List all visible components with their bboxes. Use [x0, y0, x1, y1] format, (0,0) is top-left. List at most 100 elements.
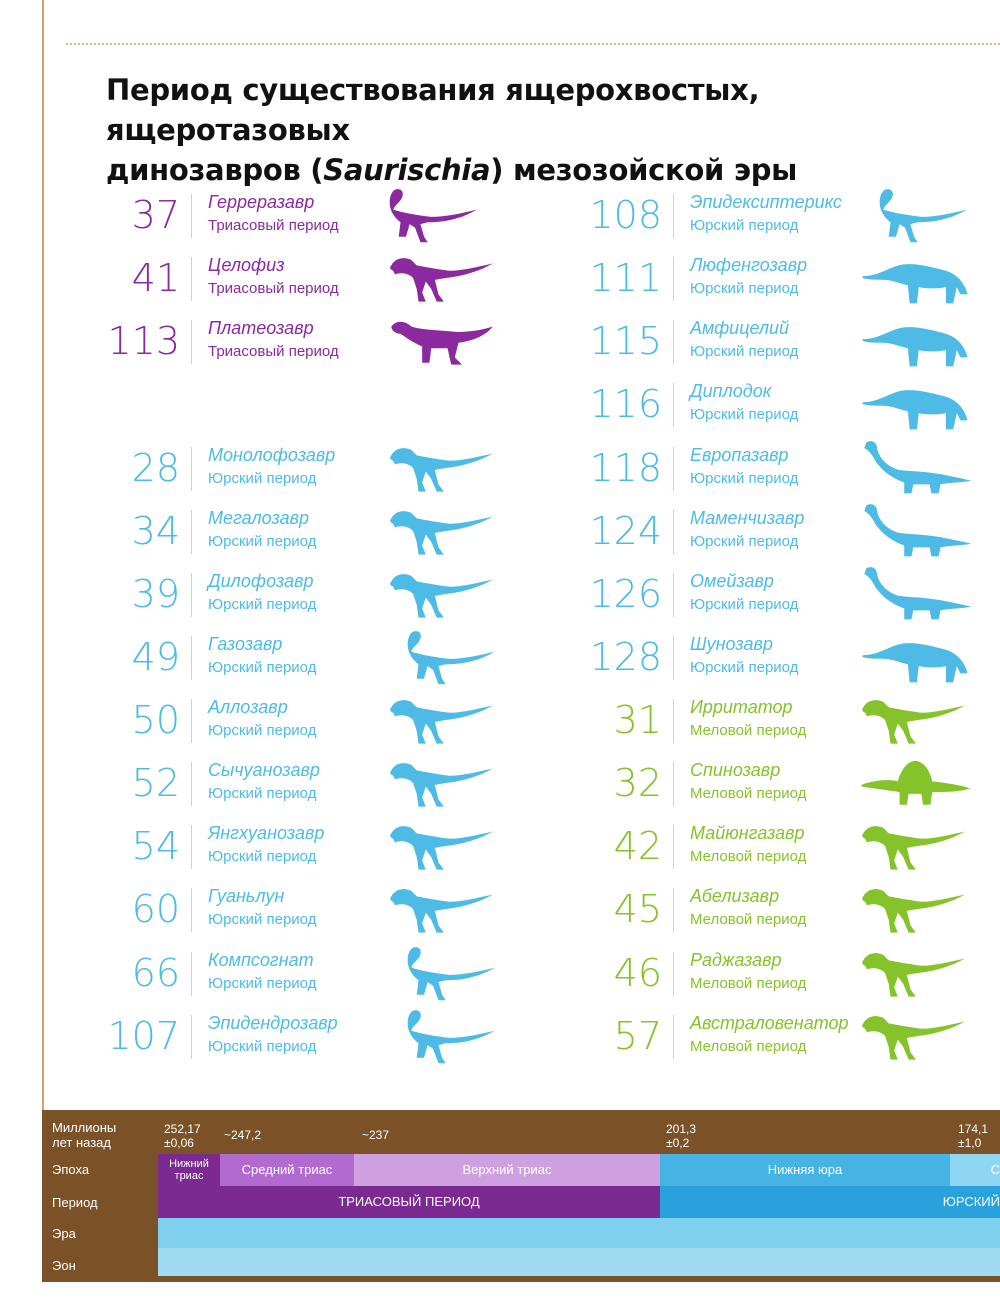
dinosaur-name: Маменчизавр — [690, 508, 805, 528]
silhouette-shape — [862, 327, 968, 367]
period-label: Меловой период — [690, 785, 807, 802]
mya-label: Миллионы лет назад — [52, 1120, 117, 1150]
dinosaur-number: 113 — [107, 319, 180, 363]
tick-237: ~237 — [362, 1128, 390, 1142]
dinosaur-number: 37 — [131, 193, 180, 237]
period-label: Юрский период — [690, 217, 799, 234]
period-label: Юрский период — [208, 470, 317, 487]
period-label: Юрский период — [208, 911, 317, 928]
dinosaur-number: 108 — [589, 193, 662, 237]
period-label: Юрский период — [690, 596, 799, 613]
period-label: Меловой период — [690, 1038, 807, 1055]
dinosaur-entry: 60 Гуаньлун Юрский период — [0, 880, 1000, 938]
period-label: Юрский период — [208, 1038, 317, 1055]
separator-line — [191, 447, 192, 491]
dinosaur-silhouette-icon — [862, 264, 968, 304]
period-label: Меловой период — [690, 975, 807, 992]
dinosaur-number: 111 — [589, 256, 662, 300]
period-label: Юрский период — [208, 975, 317, 992]
period-label: Юрский период — [690, 470, 799, 487]
silhouette-shape — [879, 189, 967, 243]
period-label: Период — [52, 1195, 98, 1210]
silhouette-shape — [390, 511, 493, 555]
dinosaur-name: Целофиз — [208, 255, 285, 275]
silhouette-shape — [407, 947, 495, 1001]
dinosaur-entry: 116 Диплодок Юрский период — [0, 375, 1000, 433]
dinosaur-entry: 54 Янгхуанозавр Юрский период — [0, 817, 1000, 875]
dinosaur-number: 107 — [107, 1014, 180, 1058]
separator-line — [191, 257, 192, 301]
period-label: Триасовый период — [208, 343, 339, 360]
dinosaur-silhouette-icon — [407, 947, 495, 1001]
dinosaur-entry: 128 Шунозавр Юрский период — [0, 628, 1000, 686]
period-label: Юрский период — [208, 596, 317, 613]
dinosaur-entry: 42 Майюнгазавр Меловой период — [0, 817, 1000, 875]
dinosaur-name: Диплодок — [690, 381, 772, 401]
period-triassic: ТРИАСОВЫЙ ПЕРИОД — [158, 1186, 660, 1218]
dinosaur-number: 115 — [589, 319, 662, 363]
eon-phanerozoic-bar — [158, 1248, 1000, 1276]
dinosaur-silhouette-icon — [407, 1010, 495, 1064]
separator-line — [673, 447, 674, 491]
dinosaur-entry: 50 Аллозавр Юрский период — [0, 691, 1000, 749]
page-title: Период существования ящерохвостых, ящеро… — [106, 70, 986, 190]
separator-line — [673, 257, 674, 301]
separator-line — [191, 952, 192, 996]
separator-line — [191, 510, 192, 554]
silhouette-shape — [861, 761, 971, 805]
dinosaur-entry: 107 Эпидендрозавр Юрский период — [0, 1007, 1000, 1065]
silhouette-shape — [862, 1016, 965, 1060]
silhouette-shape — [862, 643, 968, 683]
period-label: Юрский период — [208, 785, 317, 802]
dinosaur-name: Раджазавр — [690, 950, 782, 970]
dinosaur-name: Эпидексиптерикс — [690, 192, 842, 212]
period-label: Юрский период — [690, 280, 799, 297]
dinosaur-silhouette-icon — [862, 1016, 965, 1060]
dinosaur-name: Герреразавр — [208, 192, 315, 212]
separator-line — [673, 194, 674, 238]
dinosaur-silhouette-icon — [864, 504, 972, 557]
era-label: Эра — [52, 1226, 76, 1241]
tick-201: 201,3 ±0,2 — [666, 1122, 697, 1150]
dinosaur-silhouette-icon — [391, 321, 493, 365]
separator-line — [191, 699, 192, 743]
tick-252: 252,17 ±0,06 — [164, 1122, 201, 1150]
dinosaur-name: Мегалозавр — [208, 508, 310, 528]
period-jurassic: ЮРСКИЙ — [660, 1186, 1000, 1218]
dinosaur-silhouette-icon — [862, 327, 968, 367]
dinosaur-number: 126 — [589, 572, 662, 616]
dinosaur-number: 124 — [589, 509, 662, 553]
period-label: Юрский период — [208, 533, 317, 550]
dinosaur-entry: 46 Раджазавр Меловой период — [0, 944, 1000, 1002]
epoch-label: Эпоха — [52, 1162, 90, 1177]
period-label: Меловой период — [690, 911, 807, 928]
silhouette-shape — [390, 889, 493, 933]
separator-line — [673, 888, 674, 932]
dinosaur-silhouette-icon — [862, 889, 965, 933]
silhouette-shape — [390, 448, 493, 492]
dinosaur-number: 41 — [131, 256, 180, 300]
dinosaur-silhouette-icon — [390, 574, 493, 618]
epoch-middle-jurassic: С — [950, 1154, 1000, 1186]
separator-line — [191, 762, 192, 806]
title-latin-name: Saurischia — [323, 153, 491, 187]
silhouette-shape — [390, 258, 493, 302]
separator-line — [191, 636, 192, 680]
dinosaur-entry: 124 Маменчизавр Юрский период — [0, 502, 1000, 560]
title-line-1: Период существования ящерохвостых, ящеро… — [106, 73, 760, 147]
separator-line — [673, 699, 674, 743]
dinosaur-name: Гуаньлун — [208, 886, 285, 906]
silhouette-shape — [862, 264, 968, 304]
period-label: Юрский период — [690, 406, 799, 423]
separator-line — [673, 636, 674, 680]
dinosaur-number: 34 — [131, 509, 180, 553]
dinosaur-name: Дилофозавр — [208, 571, 314, 591]
dinosaur-number: 45 — [613, 887, 662, 931]
geologic-timeline: Миллионы лет назад Эпоха Период Эра Эон … — [42, 1110, 1000, 1282]
dinosaur-number: 32 — [613, 761, 662, 805]
dinosaur-entry: 108 Эпидексиптерикс Юрский период — [0, 186, 1000, 244]
dinosaur-name: Ирритатор — [690, 697, 793, 717]
silhouette-shape — [862, 953, 965, 997]
epoch-lower-jurassic: Нижняя юра — [660, 1154, 950, 1186]
dinosaur-entry: 49 Газозавр Юрский период — [0, 628, 1000, 686]
